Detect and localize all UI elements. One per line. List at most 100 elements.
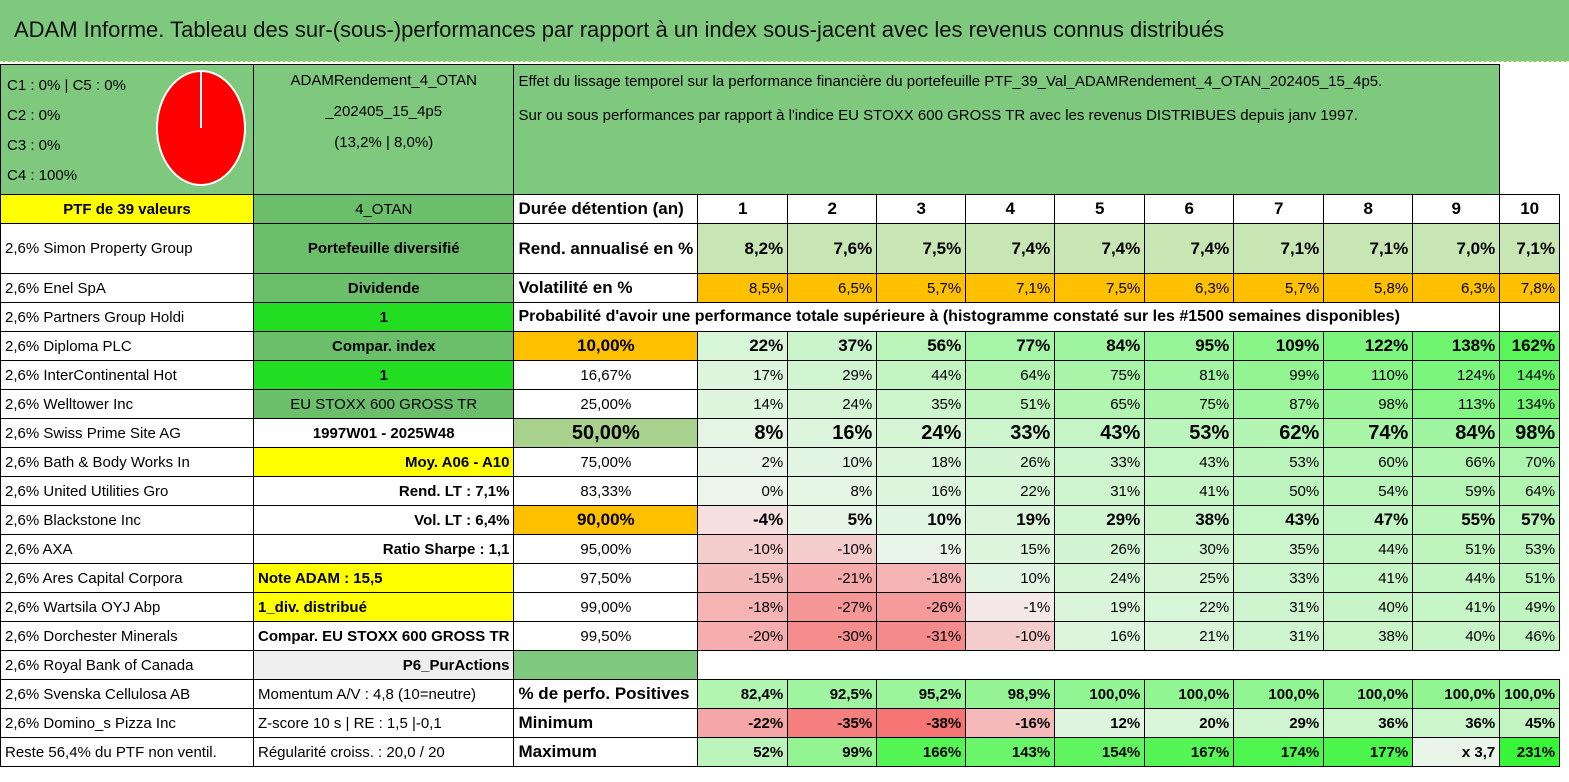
probability-value: 81% [1144, 360, 1235, 390]
probability-value: 51% [1412, 534, 1501, 564]
portefeuille-type: Portefeuille diversifié [252, 223, 515, 274]
holding-item: 2,6% Bath & Body Works In [0, 447, 254, 477]
blank-cell [513, 650, 699, 680]
probability-value: 0% [697, 476, 789, 506]
probability-value: 35% [1233, 534, 1325, 564]
volatility-value: 6,3% [1412, 273, 1501, 303]
probability-value: 109% [1233, 331, 1325, 361]
probability-value: 33% [1233, 563, 1325, 593]
probability-threshold: 99,00% [513, 592, 699, 622]
performance-table: C1 : 0% | C5 : 0% C2 : 0% C3 : 0% C4 : 1… [0, 64, 1561, 767]
annualized-return-value: 7,1% [1323, 223, 1414, 274]
minimum-value: 20% [1144, 708, 1235, 738]
volatility-value: 6,5% [787, 273, 878, 303]
probability-threshold: 10,00% [513, 331, 699, 361]
probability-value: 31% [1233, 592, 1325, 622]
probability-value: 29% [787, 360, 878, 390]
maximum-value: 174% [1233, 737, 1325, 767]
probability-value: -21% [787, 563, 878, 593]
average-window: Moy. A06 - A10 [252, 447, 515, 477]
probability-value: 8% [787, 476, 878, 506]
probability-value: 47% [1323, 505, 1414, 535]
positive-perf-value: 100,0% [1499, 679, 1561, 709]
table-row: 2,6% Royal Bank of Canada P6_PurActions [0, 650, 1560, 680]
portfolio-name-cell: ADAMRendement_4_OTAN _202405_15_4p5 (13,… [252, 64, 515, 195]
positive-perf-value: 82,4% [697, 679, 789, 709]
probability-value: 95% [1144, 331, 1235, 361]
volatility-value: 7,8% [1499, 273, 1561, 303]
probability-value: 41% [1323, 563, 1414, 593]
table-row: 2,6% AXA Ratio Sharpe : 1,1 95,00% -10% -10%… [0, 534, 1561, 564]
probability-value: 1% [876, 534, 967, 564]
probability-value: 64% [1499, 476, 1561, 506]
annualized-return-value: 7,4% [1054, 223, 1146, 274]
probability-value: 17% [697, 360, 789, 390]
probability-value: 162% [1499, 331, 1561, 361]
probability-value: 25% [1144, 563, 1235, 593]
volatility-value: 6,3% [1144, 273, 1235, 303]
probability-value: 53% [1233, 447, 1325, 477]
maximum-value: 231% [1499, 737, 1561, 767]
portfolio-name-suffix: _202405_15_4p5 [325, 103, 443, 120]
minimum-value: 45% [1499, 708, 1561, 738]
minimum-value: 12% [1054, 708, 1146, 738]
volatility-value: 7,5% [1054, 273, 1146, 303]
probability-value: 62% [1233, 418, 1325, 448]
holding-item: 2,6% Royal Bank of Canada [0, 650, 254, 680]
positive-perf-value: 100,0% [1323, 679, 1414, 709]
adam-score: Note ADAM : 15,5 [252, 563, 515, 593]
probability-threshold: 97,50% [513, 563, 699, 593]
table-row: 2,6% Domino_s Pizza Inc Z-score 10 s | RE… [0, 708, 1561, 738]
maximum-value: 99% [787, 737, 878, 767]
probability-value: -4% [697, 505, 789, 535]
maximum-value: 52% [697, 737, 789, 767]
probability-value: -26% [876, 592, 967, 622]
probability-value: 41% [1144, 476, 1235, 506]
probability-value: 59% [1412, 476, 1501, 506]
annualized-return-value: 7,1% [1233, 223, 1325, 274]
volatility-value: 7,1% [965, 273, 1056, 303]
holding-item: 2,6% Domino_s Pizza Inc [0, 708, 254, 738]
probability-value: 30% [1144, 534, 1235, 564]
positive-perf-value: 95,2% [876, 679, 967, 709]
positive-perf-value: 100,0% [1054, 679, 1146, 709]
probability-value: -10% [787, 534, 878, 564]
probability-value: 35% [876, 389, 967, 419]
table-row: 2,6% Dorchester Minerals Compar. EU STOXX… [0, 621, 1561, 651]
holding-item: 2,6% Simon Property Group [0, 223, 254, 274]
duration-label: Durée détention (an) [513, 194, 699, 224]
probability-value: 26% [1054, 534, 1146, 564]
probability-value: 50% [1233, 476, 1325, 506]
probability-value: 57% [1499, 505, 1561, 535]
holding-item: 2,6% Enel SpA [0, 273, 254, 303]
holding-item: 2,6% United Utilities Gro [0, 476, 254, 506]
legend-item: C4 : 100% [7, 167, 78, 184]
holding-item: 2,6% Dorchester Minerals [0, 621, 254, 651]
minimum-value: -38% [876, 708, 967, 738]
momentum: Momentum A/V : 4,8 (10=neutre) [252, 679, 515, 709]
probability-value: -18% [697, 592, 789, 622]
minimum-value: 29% [1233, 708, 1325, 738]
annualized-return-value: 7,1% [1499, 223, 1561, 274]
blank-cell [698, 651, 1560, 680]
probability-value: 44% [876, 360, 967, 390]
pie-legend: C1 : 0% | C5 : 0% C2 : 0% C3 : 0% C4 : 1… [7, 71, 126, 191]
index-name: EU STOXX 600 GROSS TR [252, 389, 515, 419]
pie-cell: C1 : 0% | C5 : 0% C2 : 0% C3 : 0% C4 : 1… [0, 64, 254, 195]
volatility-value: 5,8% [1323, 273, 1414, 303]
probability-value: 64% [965, 360, 1056, 390]
probability-value: 70% [1499, 447, 1561, 477]
table-row: PTF de 39 valeurs 4_OTAN Durée détention (… [0, 194, 1561, 224]
probability-value: -27% [787, 592, 878, 622]
year-header: 3 [876, 194, 967, 224]
probability-value: 98% [1323, 389, 1414, 419]
probability-value: 10% [787, 447, 878, 477]
universe: P6_PurActions [252, 650, 515, 680]
description-cell: Effet du lissage temporel sur la perform… [513, 64, 1501, 195]
title-bar: ADAM Informe. Tableau des sur-(sous-)per… [0, 0, 1569, 62]
probability-value: 49% [1499, 592, 1561, 622]
probability-threshold: 95,00% [513, 534, 699, 564]
table-row: 2,6% United Utilities Gro Rend. LT : 7,1%… [0, 476, 1561, 506]
z-score: Z-score 10 s | RE : 1,5 |-0,1 [252, 708, 515, 738]
probability-value: 43% [1144, 447, 1235, 477]
